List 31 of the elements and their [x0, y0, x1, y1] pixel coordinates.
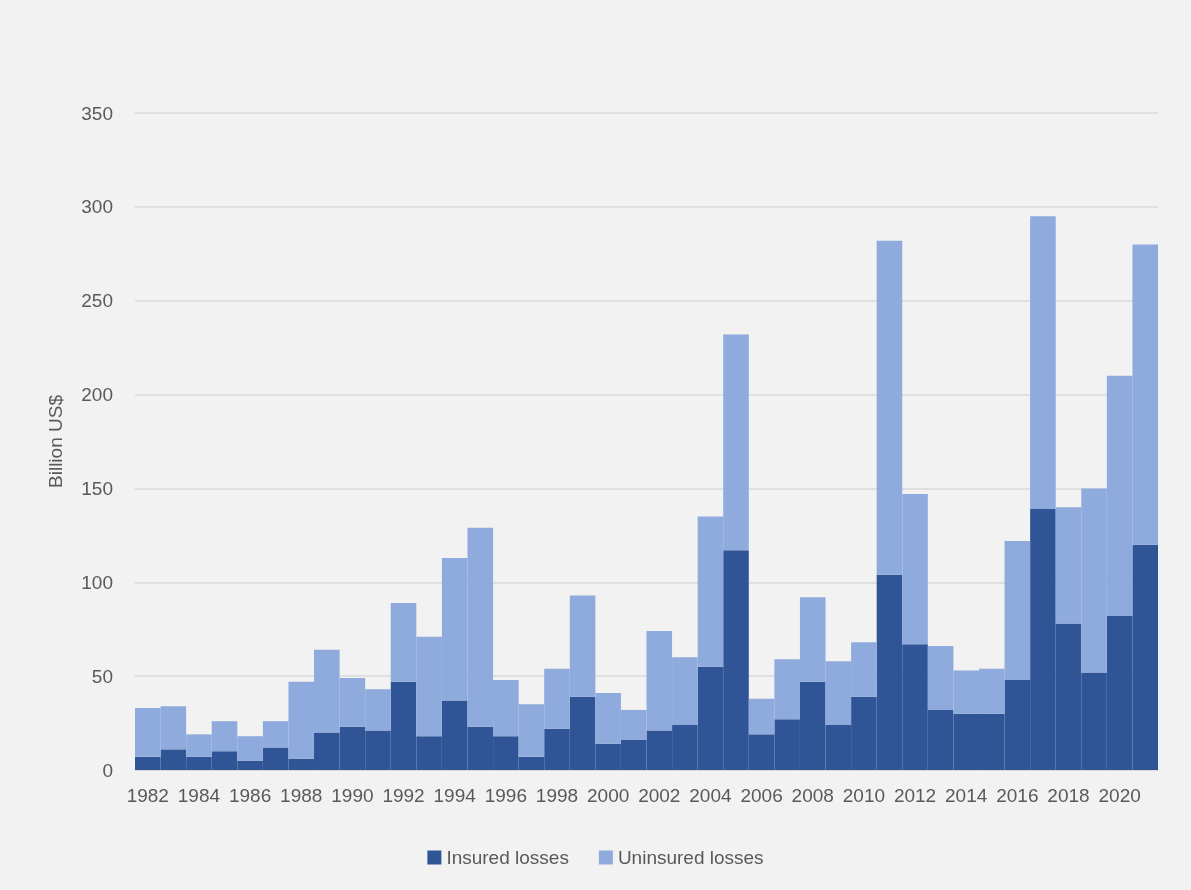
y-tick-label: 200 — [81, 384, 113, 406]
x-tick-label: 2010 — [842, 785, 886, 806]
y-tick-label: 100 — [81, 571, 113, 593]
x-tick-label: 2014 — [945, 785, 988, 806]
x-tick-label: 2008 — [791, 785, 834, 806]
x-tick-label: 2016 — [996, 785, 1039, 806]
x-tick-label: 1986 — [228, 785, 272, 806]
y-tick-label: 0 — [102, 759, 113, 781]
x-tick-label: 2004 — [689, 785, 732, 806]
x-tick-label: 2020 — [1098, 785, 1141, 806]
y-axis-title: Billion US$ — [45, 394, 66, 488]
y-tick-label: 50 — [91, 665, 113, 687]
legend-label: Insured losses — [446, 847, 569, 868]
y-tick-label: 150 — [81, 477, 113, 499]
legend-label: Uninsured losses — [617, 847, 764, 868]
y-tick-label: 300 — [81, 196, 113, 218]
x-tick-label: 2002 — [638, 785, 681, 806]
x-tick-label: 2012 — [893, 785, 937, 806]
x-tick-label: 2018 — [1047, 785, 1090, 806]
x-tick-label: 1982 — [126, 785, 169, 806]
x-tick-label: 2006 — [740, 785, 783, 806]
x-tick-label: 1996 — [484, 785, 527, 806]
y-tick-label: 250 — [81, 290, 113, 312]
x-tick-label: 1998 — [535, 785, 579, 806]
x-tick-label: 1988 — [280, 785, 323, 806]
x-tick-label: 1990 — [331, 785, 374, 806]
y-tick-label: 350 — [81, 102, 113, 124]
x-tick-label: 1992 — [382, 785, 425, 806]
x-tick-label: 2000 — [587, 785, 630, 806]
x-tick-label: 1994 — [433, 785, 477, 806]
x-tick-label: 1984 — [177, 785, 221, 806]
